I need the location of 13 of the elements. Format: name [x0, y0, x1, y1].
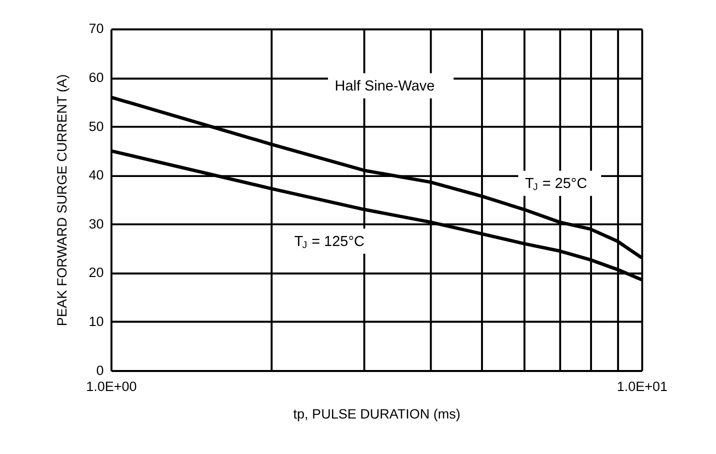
y-tick-label: 50	[88, 118, 104, 134]
annotation: Half Sine-Wave	[334, 78, 435, 95]
x-axis-title: tp, PULSE DURATION (ms)	[293, 406, 460, 422]
y-axis-title: PEAK FORWARD SURGE CURRENT (A)	[54, 74, 70, 326]
y-tick-label: 60	[88, 70, 104, 86]
y-tick-label: 20	[88, 265, 104, 280]
y-tick-label: 0	[96, 362, 104, 378]
y-tick-label: 40	[88, 168, 104, 183]
y-tick-label: 30	[88, 216, 104, 232]
x-tick-label: 1.0E+01	[616, 379, 668, 394]
y-tick-label: 70	[88, 21, 104, 36]
y-tick-label: 10	[88, 314, 104, 330]
x-tick-label: 1.0E+00	[86, 379, 137, 394]
